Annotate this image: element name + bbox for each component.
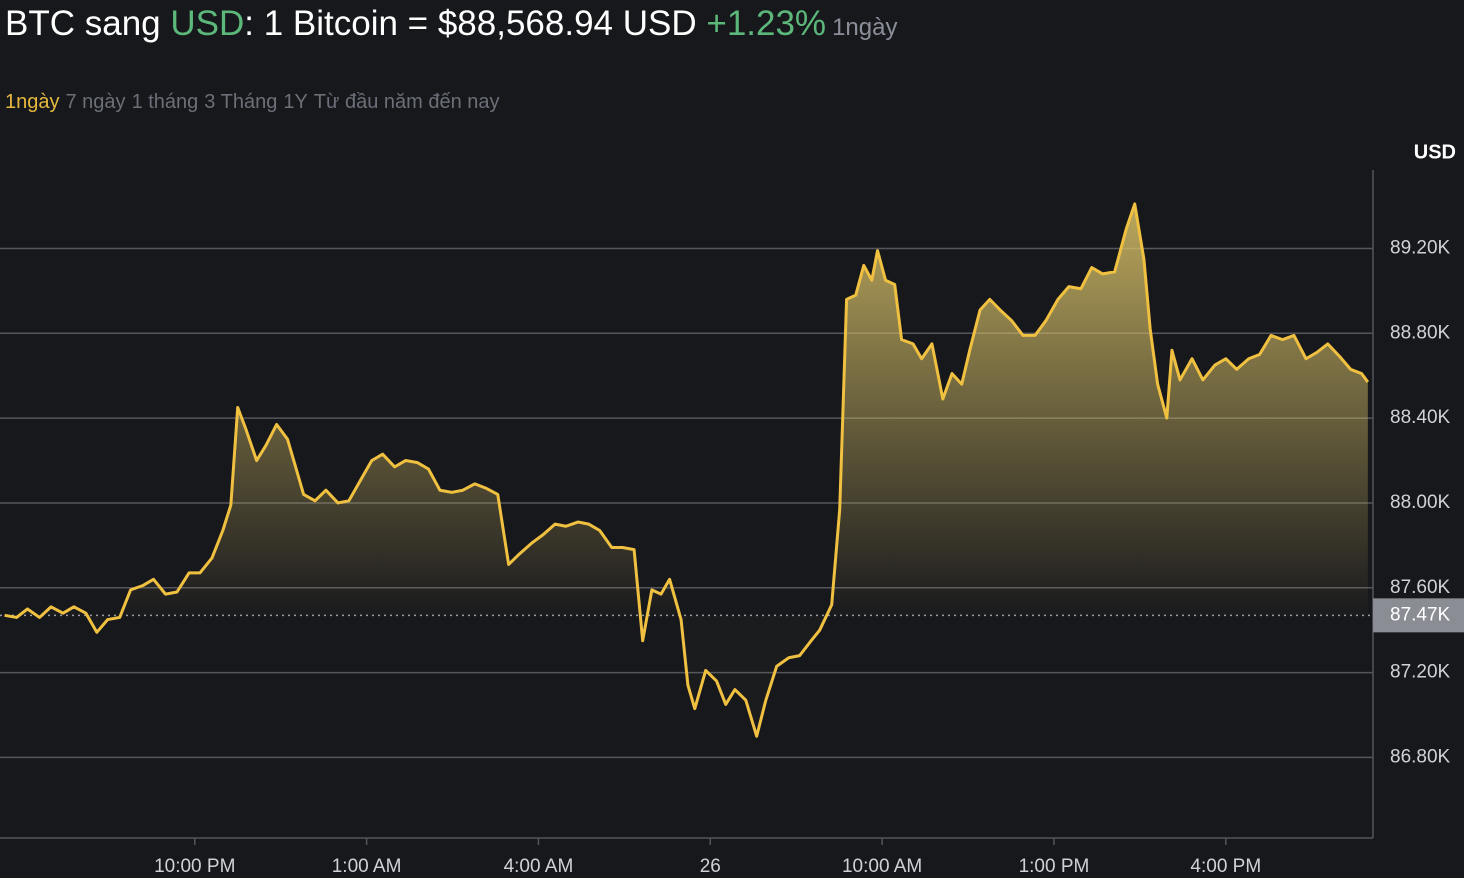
- tab[interactable]: 1Y: [283, 91, 308, 113]
- baseline-label: 87.47K: [1390, 604, 1451, 625]
- tab[interactable]: 7 ngày: [65, 91, 126, 113]
- x-tick-label: 4:00 AM: [504, 856, 574, 877]
- title-part: : 1 Bitcoin = $88,568.94 USD: [244, 4, 697, 43]
- x-tick-label: 10:00 PM: [154, 856, 235, 877]
- y-tick-label: 88.00K: [1390, 492, 1451, 513]
- area: [4, 203, 1368, 737]
- x-tick-label: 4:00 PM: [1190, 856, 1261, 877]
- y-tick-label: 88.40K: [1390, 407, 1451, 428]
- y-tick-label: 88.80K: [1390, 322, 1451, 343]
- tab[interactable]: 3 Tháng: [204, 91, 278, 113]
- x-tick-label: 10:00 AM: [842, 856, 922, 877]
- tab[interactable]: 1ngày: [5, 91, 60, 113]
- baseline-label-box: [1373, 598, 1464, 633]
- x-tick-label: 26: [700, 856, 721, 877]
- title-part: BTC sang: [5, 4, 171, 43]
- change: +1.23%: [706, 4, 827, 43]
- tab[interactable]: Từ đầu năm đến nay: [313, 91, 500, 113]
- x-tick-label: 1:00 PM: [1019, 856, 1090, 877]
- tabs: 1ngày 7 ngày 1 tháng 3 Tháng 1Y Từ đầu năm đế…: [5, 91, 506, 114]
- y-tick-label: 87.20K: [1390, 662, 1451, 683]
- axis-unit: USD: [1414, 141, 1456, 163]
- period: 1ngày: [832, 14, 898, 41]
- tab[interactable]: 1 tháng: [131, 91, 199, 113]
- y-tick-label: 87.60K: [1390, 577, 1451, 598]
- x-tick-label: 1:00 AM: [332, 856, 402, 877]
- y-tick-label: 86.80K: [1390, 746, 1451, 767]
- y-tick-label: 89.20K: [1390, 237, 1451, 258]
- title: BTC sang USD: 1 Bitcoin = $88,568.94 USD…: [5, 4, 897, 44]
- title-part: USD: [170, 4, 245, 43]
- price-line: [4, 202, 1370, 738]
